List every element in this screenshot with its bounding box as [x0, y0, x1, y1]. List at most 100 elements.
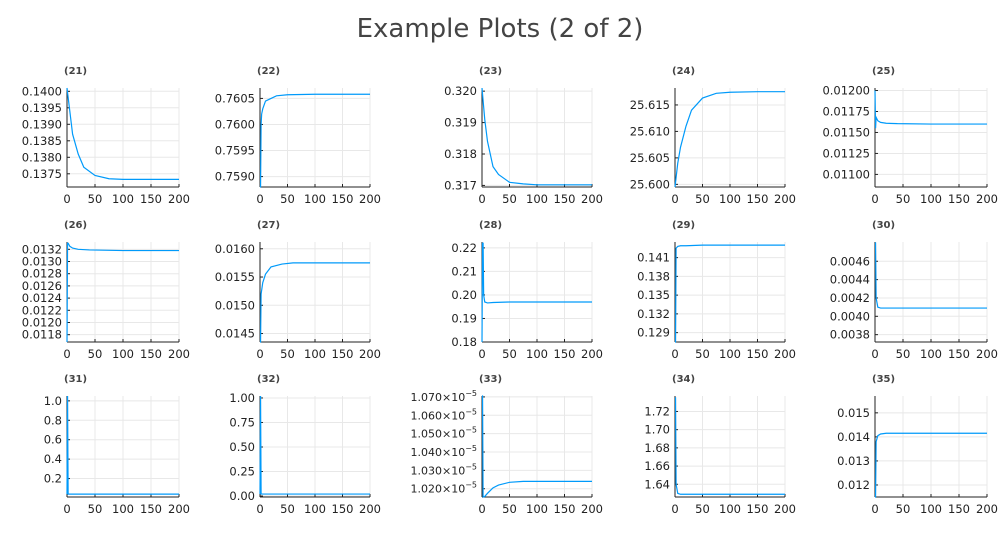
y-tick-label: 0.135 [637, 288, 670, 302]
x-tick-label: 100 [920, 347, 942, 361]
y-tick-label: 0.0155 [215, 270, 255, 284]
y-tick-label: 0.129 [637, 326, 670, 340]
subplot: 0 50 100 150 200 0.18 0.19 0.20 0.21 0.22(28) [451, 220, 603, 361]
x-tick-label: 0 [478, 192, 485, 206]
x-tick-label: 0 [478, 502, 485, 516]
subplot-title: (22) [257, 66, 280, 77]
subplot-title: (29) [672, 220, 695, 231]
series-line [481, 395, 592, 498]
y-tick-label: 1.030×10−5 [410, 462, 477, 477]
x-tick-label: 200 [774, 347, 796, 361]
y-tick-label: 1.68 [644, 441, 670, 455]
y-tick-label: 1.66 [644, 459, 670, 473]
x-tick-label: 100 [920, 502, 942, 516]
y-tick-label: 25.610 [630, 124, 670, 138]
series-line [66, 395, 179, 495]
y-tick-label: 0.141 [637, 251, 670, 265]
x-tick-label: 50 [896, 347, 911, 361]
y-tick-label: 0.0046 [830, 254, 870, 268]
x-tick-label: 50 [502, 502, 517, 516]
y-tick-label: 25.605 [630, 151, 670, 165]
x-tick-label: 0 [671, 502, 678, 516]
figure-title: Example Plots (2 of 2) [356, 14, 644, 44]
y-tick-label: 0.319 [444, 116, 477, 130]
x-tick-label: 200 [581, 347, 603, 361]
x-tick-label: 0 [871, 347, 878, 361]
series-line [874, 432, 987, 498]
y-tick-label: 0.0118 [22, 328, 62, 342]
series-line [874, 90, 987, 129]
y-tick-label: 0.8 [44, 413, 62, 427]
series-line [259, 395, 370, 495]
subplot-title: (34) [672, 374, 695, 385]
x-tick-label: 150 [332, 502, 354, 516]
x-tick-label: 50 [280, 347, 295, 361]
y-tick-label: 0.7590 [215, 170, 255, 184]
subplot: 0 50 100 150 200 0.0145 0.0150 0.0155 0.0160(27) [215, 220, 381, 361]
series-line [66, 87, 179, 181]
x-tick-label: 50 [88, 347, 103, 361]
y-tick-label: 0.0120 [22, 315, 62, 329]
x-tick-label: 0 [256, 347, 263, 361]
x-tick-label: 0 [63, 192, 70, 206]
x-tick-label: 0 [256, 192, 263, 206]
y-tick-label: 0.0040 [830, 309, 870, 323]
x-tick-label: 150 [747, 502, 769, 516]
x-tick-label: 150 [554, 502, 576, 516]
subplot-title: (30) [872, 220, 895, 231]
subplot-title: (35) [872, 374, 895, 385]
subplot-title: (23) [479, 66, 502, 77]
y-tick-label: 0.7605 [215, 91, 255, 105]
x-tick-label: 150 [140, 502, 162, 516]
x-tick-label: 100 [719, 347, 741, 361]
subplot-title: (33) [479, 374, 502, 385]
y-tick-label: 0.1375 [22, 167, 62, 181]
y-tick-label: 1.050×10−5 [410, 426, 477, 441]
x-tick-label: 200 [168, 192, 190, 206]
x-tick-label: 100 [112, 502, 134, 516]
y-tick-label: 0.1395 [22, 101, 62, 115]
y-tick-label: 0.0126 [22, 279, 62, 293]
y-tick-label: 0.0038 [830, 328, 870, 342]
subplot-title: (28) [479, 220, 502, 231]
x-tick-label: 0 [63, 502, 70, 516]
x-tick-label: 200 [168, 502, 190, 516]
y-tick-label: 0.4 [44, 452, 62, 466]
y-tick-label: 25.615 [630, 98, 670, 112]
x-tick-label: 150 [332, 192, 354, 206]
subplot: 0 50 100 150 200 25.600 25.605 25.610 25.615 (24) [630, 66, 796, 206]
series-line [481, 87, 592, 186]
y-tick-label: 0.012 [837, 478, 870, 492]
subplot: 0 50 100 150 200 0.1375 0.1380 0.1385 0.1390 0.13… [22, 66, 190, 206]
series-line [874, 242, 987, 309]
y-tick-label: 0.1400 [22, 84, 62, 98]
y-tick-label: 1.040×10−5 [410, 444, 477, 459]
y-tick-label: 0.0122 [22, 303, 62, 317]
y-tick-label: 0.014 [837, 430, 870, 444]
series-line [66, 242, 179, 343]
y-tick-label: 0.013 [837, 454, 870, 468]
y-tick-label: 0.1380 [22, 150, 62, 164]
x-tick-label: 150 [140, 192, 162, 206]
x-tick-label: 200 [359, 192, 381, 206]
y-tick-label: 0.19 [451, 311, 477, 325]
x-tick-label: 100 [526, 502, 548, 516]
x-tick-label: 150 [554, 347, 576, 361]
subplot: 0 50 100 150 200 0.2 0.4 0.6 0.8 1.0(31) [44, 374, 190, 516]
subplot-title: (21) [64, 66, 87, 77]
x-tick-label: 200 [976, 347, 998, 361]
subplot: 0 50 100 150 200 1.020×10−5 1.030×10−5 1.040×10… [410, 374, 602, 516]
subplot-title: (24) [672, 66, 695, 77]
x-tick-label: 50 [502, 192, 517, 206]
subplot-title: (31) [64, 374, 87, 385]
subplot: 0 50 100 150 200 0.0038 0.0040 0.0042 0.0044 0.00… [830, 220, 998, 361]
y-tick-label: 1.00 [229, 391, 255, 405]
x-tick-label: 100 [920, 192, 942, 206]
x-tick-label: 200 [581, 192, 603, 206]
y-tick-label: 0.0145 [215, 327, 255, 341]
y-tick-label: 1.0 [44, 394, 62, 408]
y-tick-label: 0.7595 [215, 144, 255, 158]
x-tick-label: 50 [88, 502, 103, 516]
x-tick-label: 100 [304, 192, 326, 206]
